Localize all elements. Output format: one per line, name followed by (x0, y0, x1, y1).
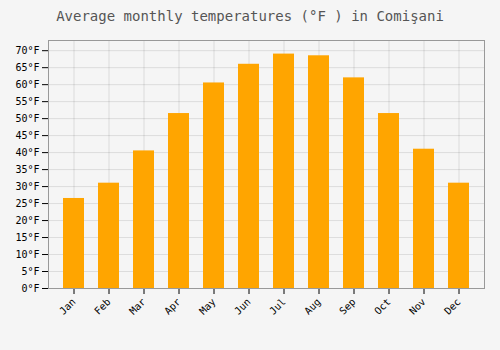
svg-text:0°F: 0°F (21, 283, 39, 294)
svg-text:10°F: 10°F (15, 249, 39, 260)
svg-text:55°F: 55°F (15, 96, 39, 107)
svg-text:65°F: 65°F (15, 62, 39, 73)
svg-text:Mar: Mar (127, 296, 148, 317)
svg-text:30°F: 30°F (15, 181, 39, 192)
svg-text:Feb: Feb (92, 296, 113, 317)
svg-text:Jul: Jul (267, 296, 288, 317)
svg-text:Sep: Sep (337, 296, 358, 317)
svg-text:40°F: 40°F (15, 147, 39, 158)
svg-text:Apr: Apr (162, 296, 183, 317)
svg-text:50°F: 50°F (15, 113, 39, 124)
svg-text:Aug: Aug (302, 296, 323, 317)
svg-text:15°F: 15°F (15, 232, 39, 243)
svg-text:25°F: 25°F (15, 198, 39, 209)
svg-text:May: May (197, 296, 218, 317)
svg-text:Oct: Oct (372, 296, 393, 317)
svg-text:20°F: 20°F (15, 215, 39, 226)
svg-text:70°F: 70°F (15, 45, 39, 56)
svg-text:Nov: Nov (407, 296, 428, 317)
svg-text:Dec: Dec (442, 296, 463, 317)
svg-text:5°F: 5°F (21, 266, 39, 277)
svg-text:35°F: 35°F (15, 164, 39, 175)
svg-text:45°F: 45°F (15, 130, 39, 141)
svg-text:60°F: 60°F (15, 79, 39, 90)
html-text:Average monthly temperatures (: Average monthly temperatures (°F ) in Co… (56, 8, 444, 24)
svg-text:Jun: Jun (232, 296, 253, 317)
svg-text:Jan: Jan (57, 296, 78, 317)
